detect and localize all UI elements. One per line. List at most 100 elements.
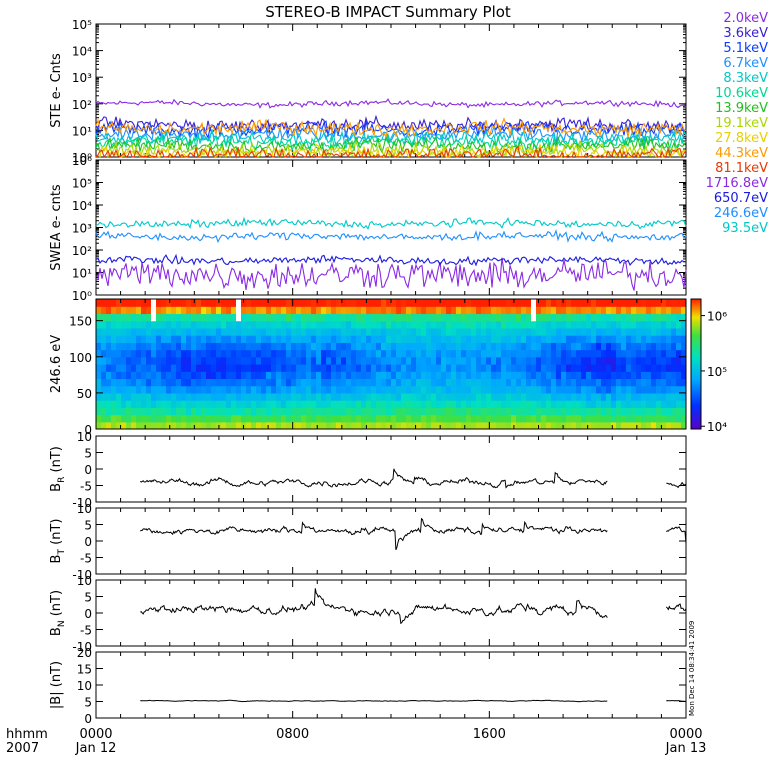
heatmap-cell (681, 414, 686, 423)
heatmap-cell (416, 385, 422, 394)
heatmap-cell (296, 421, 302, 429)
heatmap-cell (136, 400, 142, 408)
heatmap-cell (346, 320, 352, 329)
heatmap-cell (586, 320, 592, 329)
heatmap-cell (551, 335, 557, 343)
heatmap-cell (301, 392, 307, 401)
panel-frame (95, 435, 687, 503)
heatmap-cell (636, 400, 642, 408)
heatmap-cell (621, 356, 627, 365)
heatmap-cell (426, 371, 432, 380)
heatmap-cell (651, 364, 657, 372)
heatmap-cell (666, 356, 672, 365)
heatmap-cell (536, 414, 542, 423)
heatmap-cell (556, 299, 562, 307)
heatmap-cell (666, 335, 672, 343)
heatmap-cell (296, 335, 302, 343)
heatmap-cell (116, 392, 122, 401)
heatmap-cell (211, 407, 217, 416)
heatmap-cell (211, 378, 217, 387)
heatmap-cell (666, 313, 672, 322)
heatmap-cell (386, 313, 392, 322)
heatmap-cell (366, 342, 372, 351)
heatmap-cell (261, 371, 267, 380)
field-line (665, 526, 687, 544)
heatmap-cell (636, 414, 642, 423)
heatmap-cell (186, 378, 192, 387)
heatmap-cell (221, 400, 227, 408)
heatmap-cell (551, 385, 557, 394)
heatmap-cell (351, 364, 357, 372)
heatmap-cell (591, 421, 597, 429)
heatmap-cell (211, 313, 217, 322)
heatmap-cell (646, 320, 652, 329)
heatmap-cell (361, 306, 367, 315)
heatmap-cell (161, 407, 167, 416)
heatmap-cell (676, 364, 682, 372)
heatmap-cell (591, 349, 597, 358)
heatmap-cell (311, 313, 317, 322)
heatmap-cell (316, 356, 322, 365)
heatmap-cell (286, 414, 292, 423)
heatmap-cell (146, 378, 152, 387)
heatmap-cell (316, 320, 322, 329)
heatmap-cell (366, 421, 372, 429)
heatmap-cell (266, 349, 272, 358)
heatmap-cell (141, 320, 147, 329)
heatmap-cell (616, 320, 622, 329)
heatmap-cell (536, 335, 542, 343)
heatmap-cell (196, 378, 202, 387)
heatmap-cell (201, 313, 207, 322)
heatmap-cell (641, 371, 647, 380)
heatmap-cell (521, 313, 527, 322)
heatmap-cell (681, 342, 686, 351)
heatmap-cell (681, 349, 686, 358)
heatmap-cell (551, 378, 557, 387)
heatmap-cell (446, 335, 452, 343)
heatmap-cell (586, 392, 592, 401)
heatmap-cell (166, 342, 172, 351)
heatmap-cell (256, 313, 262, 322)
heatmap-cell (621, 400, 627, 408)
heatmap-cell (626, 327, 632, 336)
heatmap-cell (286, 335, 292, 343)
heatmap-cell (341, 306, 347, 315)
heatmap-cell (96, 327, 102, 336)
heatmap-cell (331, 400, 337, 408)
heatmap-cell (131, 327, 137, 336)
heatmap-cell (306, 414, 312, 423)
heatmap-cell (581, 356, 587, 365)
y-tick-label: 150 (69, 315, 92, 329)
heatmap-cell (296, 392, 302, 401)
heatmap-cell (381, 385, 387, 394)
heatmap-cell (516, 335, 522, 343)
heatmap-cell (431, 421, 437, 429)
heatmap-cell (551, 392, 557, 401)
heatmap-cell (221, 392, 227, 401)
heatmap-cell (271, 356, 277, 365)
heatmap-cell (356, 400, 362, 408)
heatmap-cell (486, 378, 492, 387)
heatmap-cell (226, 421, 232, 429)
heatmap-cell (191, 414, 197, 423)
heatmap-cell (621, 378, 627, 387)
heatmap-cell (146, 414, 152, 423)
heatmap-cell (166, 414, 172, 423)
heatmap-cell (456, 414, 462, 423)
heatmap-cell (191, 320, 197, 329)
colorbar-tick-label: 10⁶ (707, 310, 727, 324)
heatmap-cell (481, 306, 487, 315)
heatmap-cell (491, 407, 497, 416)
heatmap-cell (181, 392, 187, 401)
heatmap-cell (201, 400, 207, 408)
heatmap-cell (321, 335, 327, 343)
heatmap-cell (421, 407, 427, 416)
heatmap-cell (221, 414, 227, 423)
heatmap-cell (431, 385, 437, 394)
heatmap-cell (656, 364, 662, 372)
heatmap-cell (471, 392, 477, 401)
heatmap-cell (166, 320, 172, 329)
heatmap-cell (556, 356, 562, 365)
heatmap-cell (456, 306, 462, 315)
heatmap-cell (561, 364, 567, 372)
